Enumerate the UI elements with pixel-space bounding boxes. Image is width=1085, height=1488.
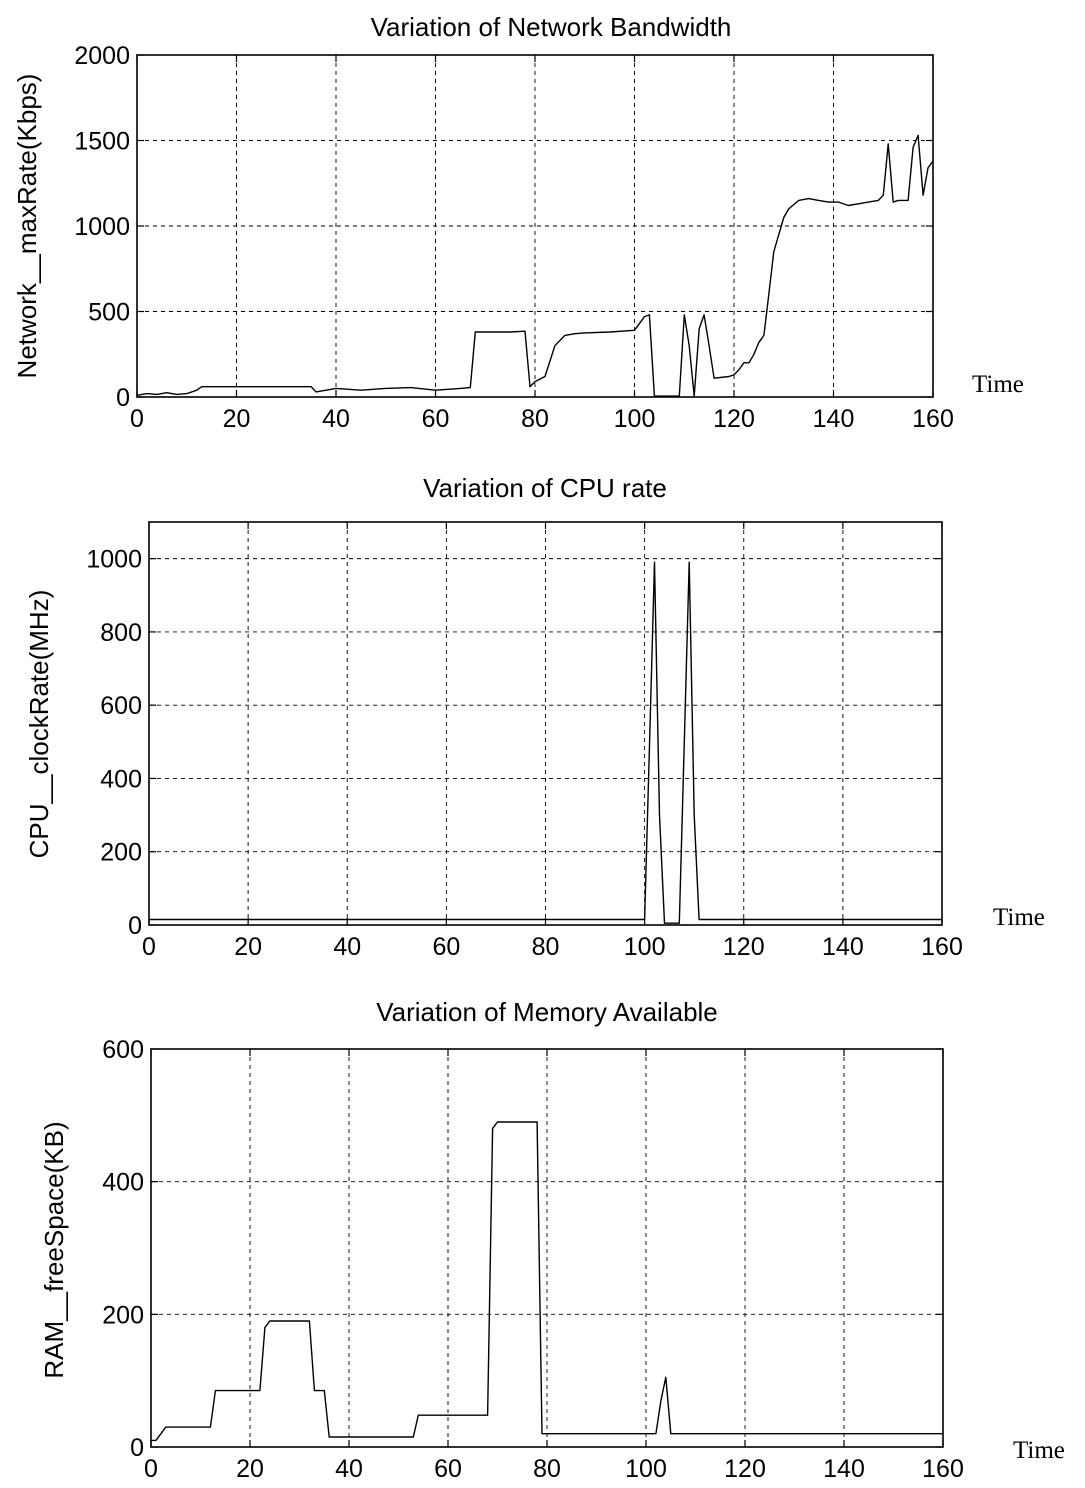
x-tick-label: 60 <box>422 405 450 433</box>
x-tick-label: 100 <box>624 933 666 961</box>
y-tick-label: 0 <box>116 384 130 412</box>
x-tick-label: 20 <box>234 933 262 961</box>
y-tick-label: 200 <box>102 1301 144 1329</box>
x-axis-label: Time <box>1013 1437 1065 1464</box>
chart-title: Variation of CPU rate <box>423 473 667 503</box>
axis-ticks: 0 20 40 60 80 100 120 140 160 0 200 400 600 <box>102 1036 964 1483</box>
y-tick-label: 800 <box>100 619 142 647</box>
x-tick-label: 80 <box>533 1455 561 1483</box>
x-tick-label: 140 <box>813 405 855 433</box>
y-tick-label: 1000 <box>74 213 130 241</box>
x-tick-label: 120 <box>713 405 755 433</box>
x-tick-label: 40 <box>333 933 361 961</box>
chart-network-bandwidth: Variation of Network Bandwidth Network__… <box>12 12 1024 433</box>
plot-frame <box>150 1048 944 1448</box>
x-tick-label: 0 <box>130 405 144 433</box>
y-tick-label: 1000 <box>86 546 142 574</box>
x-tick-label: 140 <box>823 1455 865 1483</box>
x-axis-label: Time <box>972 371 1024 398</box>
x-tick-label: 160 <box>912 405 954 433</box>
y-axis-label: RAM__freeSpace(KB) <box>39 1121 69 1378</box>
y-tick-label: 1500 <box>74 128 130 156</box>
x-tick-label: 160 <box>921 933 963 961</box>
x-tick-label: 100 <box>625 1455 667 1483</box>
series-line <box>136 134 934 397</box>
y-tick-label: 200 <box>100 839 142 867</box>
x-tick-label: 80 <box>532 933 560 961</box>
series-lines <box>136 134 934 397</box>
x-tick-label: 60 <box>432 933 460 961</box>
x-tick-label: 20 <box>223 405 251 433</box>
x-tick-label: 0 <box>142 933 156 961</box>
y-tick-label: 2000 <box>74 42 130 70</box>
y-tick-label: 0 <box>130 1434 144 1462</box>
y-tick-label: 400 <box>100 765 142 793</box>
x-tick-label: 40 <box>335 1455 363 1483</box>
y-axis-label: Network__maxRate(Kbps) <box>12 74 42 379</box>
x-tick-label: 120 <box>724 1455 766 1483</box>
x-tick-label: 20 <box>236 1455 264 1483</box>
y-tick-label: 500 <box>88 299 130 327</box>
x-tick-label: 140 <box>822 933 864 961</box>
x-tick-label: 0 <box>144 1455 158 1483</box>
axis-ticks: 0 20 40 60 80 100 120 140 160 0 200 400 600 800 1000 <box>86 522 963 961</box>
chart-cpu-rate: Variation of CPU rate CPU__clockRate(MHz… <box>24 473 1045 961</box>
chart-title: Variation of Memory Available <box>376 997 718 1027</box>
x-tick-label: 120 <box>723 933 765 961</box>
chart-title: Variation of Network Bandwidth <box>371 12 732 42</box>
grid <box>151 1049 943 1447</box>
x-tick-label: 80 <box>521 405 549 433</box>
grid <box>137 55 933 397</box>
x-tick-label: 160 <box>922 1455 964 1483</box>
y-tick-label: 400 <box>102 1169 144 1197</box>
plot-frame <box>136 54 934 398</box>
plot-frame <box>148 521 943 926</box>
x-tick-label: 100 <box>614 405 656 433</box>
x-tick-label: 40 <box>322 405 350 433</box>
series-line <box>151 1121 943 1442</box>
y-axis-label: CPU__clockRate(MHz) <box>24 590 54 859</box>
y-tick-label: 600 <box>102 1036 144 1064</box>
chart-memory-available: Variation of Memory Available RAM__freeS… <box>39 997 1065 1483</box>
y-tick-label: 600 <box>100 692 142 720</box>
series-lines <box>149 561 942 924</box>
series-line <box>149 561 942 924</box>
axis-ticks: 0 20 40 60 80 100 120 140 160 0 500 1000 1500 2000 <box>74 42 953 433</box>
y-tick-label: 0 <box>128 912 142 940</box>
x-tick-label: 60 <box>434 1455 462 1483</box>
grid <box>149 522 942 925</box>
series-lines <box>151 1121 943 1442</box>
x-axis-label: Time <box>993 904 1045 931</box>
